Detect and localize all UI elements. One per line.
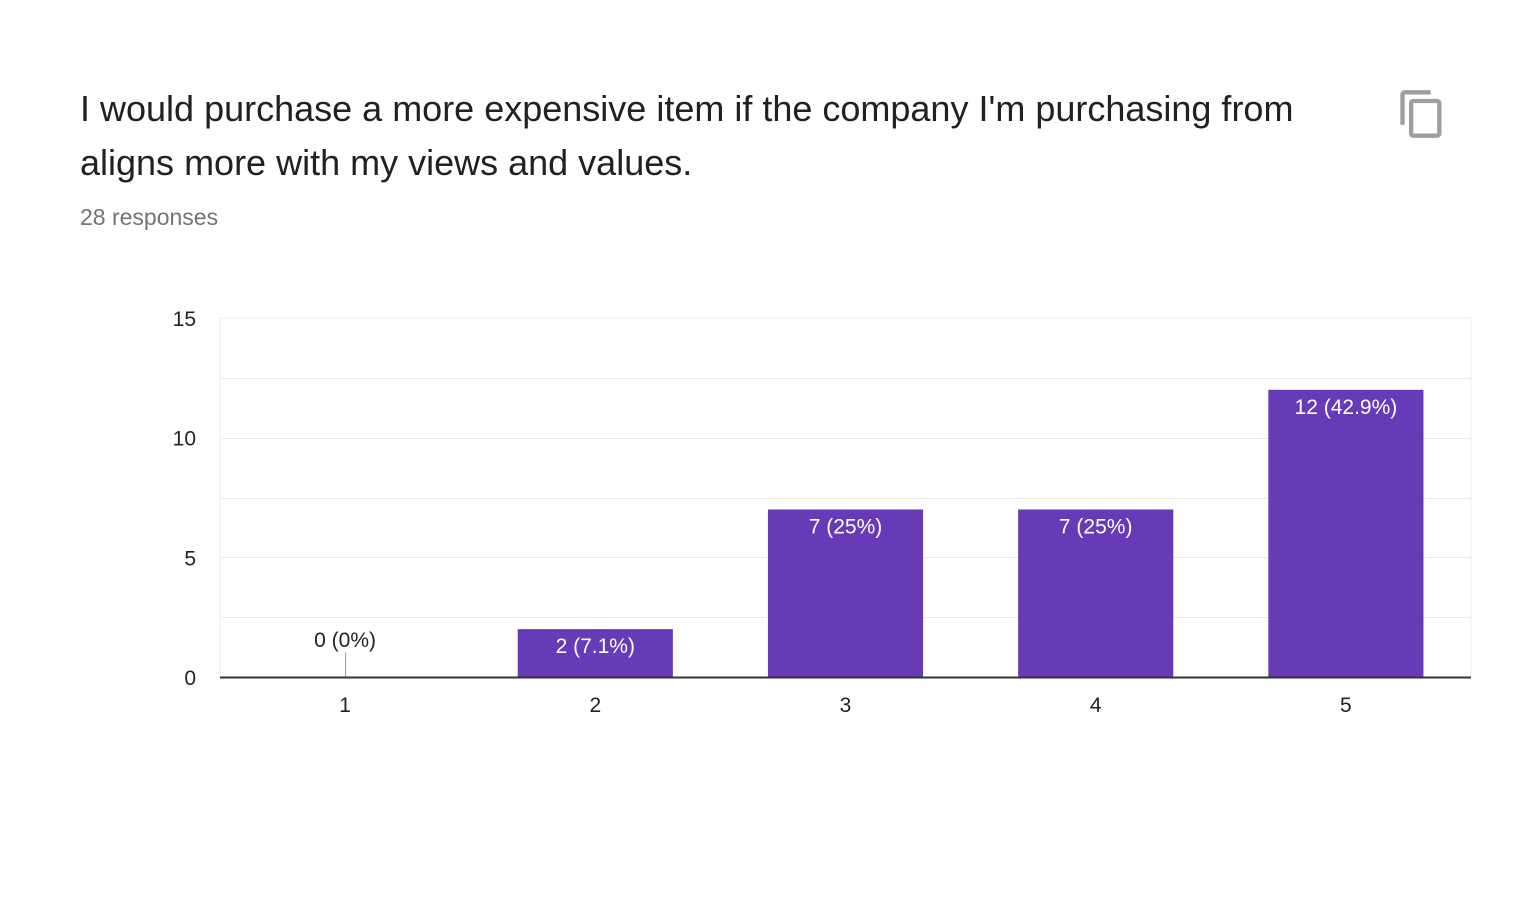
x-tick-label: 4 xyxy=(1090,694,1102,717)
copy-icon xyxy=(1400,90,1442,138)
bar xyxy=(1268,389,1424,677)
question-title: I would purchase a more expensive item i… xyxy=(80,88,1294,183)
copy-chart-button[interactable] xyxy=(1396,88,1448,140)
bar xyxy=(517,629,673,677)
bar xyxy=(1018,509,1174,677)
data-label: 0 (0%) xyxy=(314,629,376,652)
x-tick-label: 1 xyxy=(339,694,351,717)
y-tick-label: 5 xyxy=(184,547,196,570)
x-tick-label: 3 xyxy=(840,694,852,717)
y-tick-label: 15 xyxy=(173,308,196,331)
y-tick-label: 0 xyxy=(184,667,196,690)
y-tick-label: 10 xyxy=(173,428,196,451)
bar xyxy=(767,509,924,677)
x-tick-label: 5 xyxy=(1340,694,1352,717)
data-label: 7 (25%) xyxy=(809,515,883,538)
data-label: 2 (7.1%) xyxy=(556,635,635,658)
data-label: 12 (42.9%) xyxy=(1295,396,1398,419)
x-tick-label: 2 xyxy=(589,694,601,717)
response-count: 28 responses xyxy=(80,204,219,230)
data-label: 7 (25%) xyxy=(1059,515,1133,538)
